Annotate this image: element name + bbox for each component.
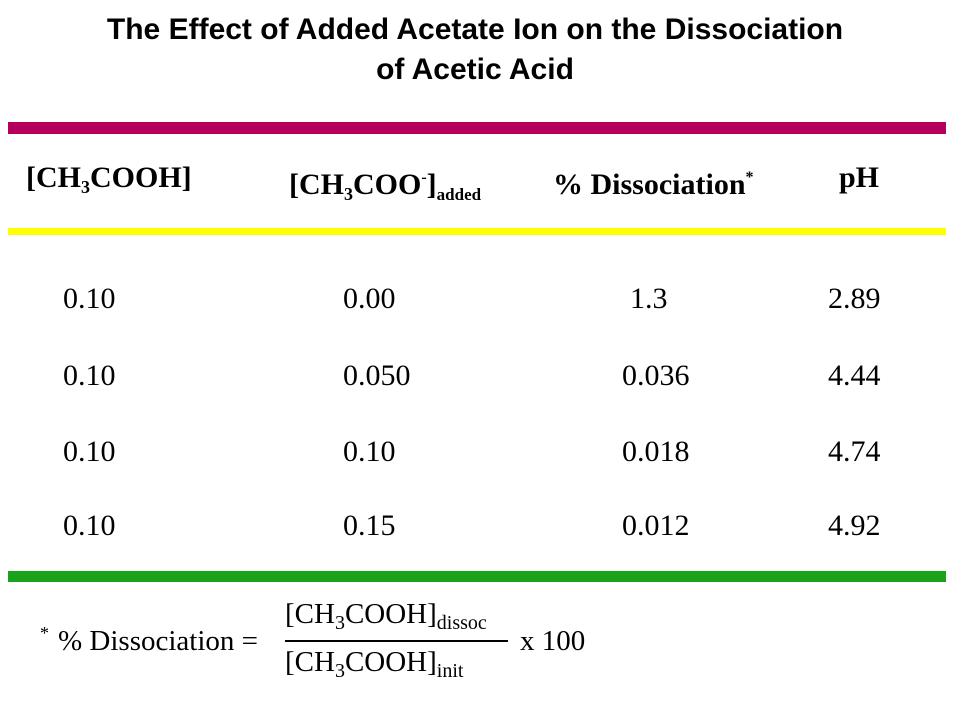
cell-dissociation: 0.036 bbox=[622, 359, 690, 392]
cell-acid: 0.10 bbox=[63, 509, 116, 542]
header-ph: pH bbox=[839, 161, 880, 194]
footnote-marker: * bbox=[40, 623, 49, 643]
cell-acid: 0.10 bbox=[63, 282, 116, 315]
header-acetate-added: [CH3COO-]added bbox=[289, 168, 482, 204]
cell-acetate: 0.050 bbox=[343, 359, 411, 392]
cell-acid: 0.10 bbox=[63, 359, 116, 392]
formula-denominator: [CH3COOH]init bbox=[285, 646, 464, 682]
cell-dissociation: 0.012 bbox=[622, 509, 690, 542]
cell-acid: 0.10 bbox=[63, 435, 116, 468]
cell-dissociation: 0.018 bbox=[622, 435, 690, 468]
divider-bottom bbox=[8, 571, 946, 582]
cell-ph: 4.74 bbox=[828, 435, 881, 468]
header-acetic-acid: [CH3COOH] bbox=[26, 161, 192, 197]
cell-dissociation: 1.3 bbox=[630, 282, 668, 315]
title-line-1: The Effect of Added Acetate Ion on the D… bbox=[106, 13, 844, 46]
formula-lhs: % Dissociation = bbox=[58, 625, 258, 657]
slide-title: The Effect of Added Acetate Ion on the D… bbox=[0, 10, 950, 90]
divider-top bbox=[8, 122, 946, 134]
cell-ph: 4.44 bbox=[828, 359, 881, 392]
divider-middle bbox=[8, 228, 946, 235]
cell-ph: 4.92 bbox=[828, 509, 881, 542]
header-percent-dissociation: % Dissociation* bbox=[553, 168, 754, 201]
cell-acetate: 0.10 bbox=[343, 435, 396, 468]
formula-numerator: [CH3COOH]dissoc bbox=[285, 598, 487, 634]
formula-multiplier: x 100 bbox=[520, 625, 586, 657]
cell-ph: 2.89 bbox=[828, 282, 881, 315]
cell-acetate: 0.15 bbox=[343, 509, 396, 542]
title-line-2: of Acetic Acid bbox=[376, 53, 574, 86]
cell-acetate: 0.00 bbox=[343, 282, 396, 315]
fraction-bar bbox=[285, 640, 508, 642]
